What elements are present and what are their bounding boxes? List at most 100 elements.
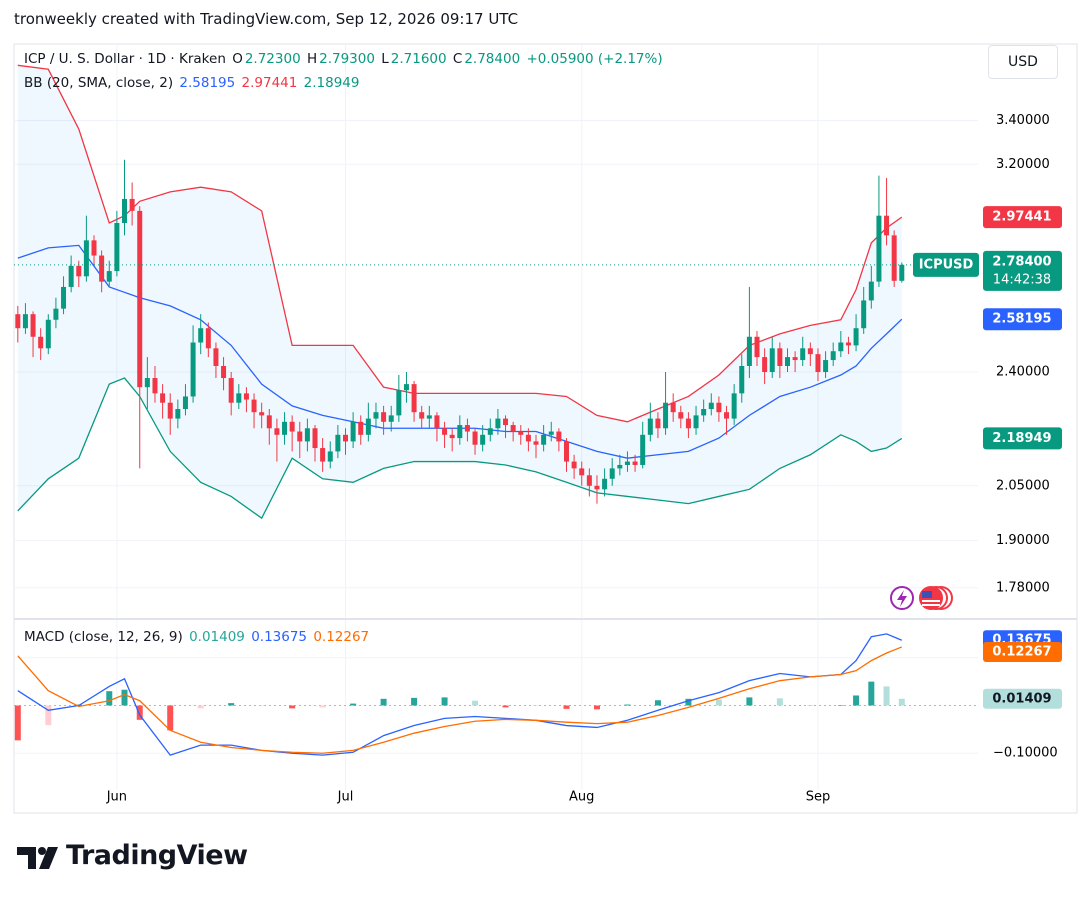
candle-body xyxy=(548,431,554,435)
x-tick-label: Jul xyxy=(337,790,354,805)
histogram-bar xyxy=(685,698,692,706)
candle-body xyxy=(602,478,608,490)
candle-body xyxy=(891,235,897,281)
candle-body xyxy=(640,434,646,465)
candle-body xyxy=(335,434,341,452)
histogram-bar xyxy=(868,681,875,706)
histogram-bar xyxy=(837,705,844,706)
flag-canton xyxy=(922,591,932,598)
candle-body xyxy=(563,441,569,462)
currency-button[interactable]: USD xyxy=(988,45,1058,79)
candle-body xyxy=(685,418,691,429)
histogram-bar xyxy=(411,697,418,706)
candle-body xyxy=(731,393,737,419)
candle-body xyxy=(236,393,242,403)
candle-body xyxy=(617,464,623,469)
bb-legend: BB (20, SMA, close, 2) 2.58195 2.97441 2… xyxy=(24,75,361,91)
candle-body xyxy=(22,314,28,329)
histogram-bar xyxy=(654,700,661,706)
histogram-bar xyxy=(258,705,265,706)
candle-body xyxy=(221,365,227,379)
candle-body xyxy=(815,354,821,372)
indicator-value: 0.13675 xyxy=(251,629,308,645)
candle-body xyxy=(678,412,684,419)
candle-body xyxy=(838,342,844,352)
candle-body xyxy=(320,448,326,462)
candle-body xyxy=(99,255,105,282)
candle-body xyxy=(594,485,600,490)
candle-body xyxy=(137,210,143,388)
indicator-value: 2.18949 xyxy=(303,75,360,91)
candle-body xyxy=(533,441,539,445)
histogram-bar xyxy=(167,705,174,731)
candle-body xyxy=(15,314,21,329)
candle-body xyxy=(274,428,280,435)
y-tick-label: −0.10000 xyxy=(993,746,1058,761)
candle-body xyxy=(792,357,798,361)
ohlc-key: C xyxy=(452,51,463,67)
candle-body xyxy=(777,348,783,366)
candle-body xyxy=(739,365,745,394)
ohlc-key: H xyxy=(306,51,318,67)
candle-body xyxy=(342,434,348,442)
candle-body xyxy=(45,319,51,349)
price-legend: ICP / U. S. Dollar · 1D · Kraken O 2.7230… xyxy=(24,51,665,67)
indicator-name[interactable]: MACD (close, 12, 26, 9) xyxy=(24,629,183,645)
candle-body xyxy=(769,348,775,372)
candle-body xyxy=(655,418,661,429)
candle-body xyxy=(510,425,516,432)
candle-body xyxy=(259,412,265,416)
histogram-bar xyxy=(563,705,570,709)
candle-body xyxy=(876,215,882,282)
candle-body xyxy=(297,431,303,442)
candle-body xyxy=(426,415,432,419)
histogram-bar xyxy=(197,705,204,709)
candle-body xyxy=(434,415,440,429)
logo-shape xyxy=(17,847,36,869)
y-tick-label: 2.05000 xyxy=(996,478,1050,493)
histogram-bar xyxy=(624,704,631,706)
bb-line xyxy=(17,64,903,423)
candle-body xyxy=(38,336,44,349)
candle-body xyxy=(373,412,379,419)
candle-body xyxy=(76,265,82,277)
histogram-bar xyxy=(746,697,753,706)
symbol-tag-box xyxy=(913,252,979,277)
candle-body xyxy=(556,431,562,442)
ohlc-key: O xyxy=(232,51,243,67)
indicator-value: 2.97441 xyxy=(241,75,298,91)
candle-body xyxy=(868,281,874,301)
candle-body xyxy=(106,271,112,282)
candle-body xyxy=(708,402,714,410)
histogram-bar xyxy=(228,703,235,706)
candle-body xyxy=(884,215,890,236)
histogram-bar xyxy=(593,705,600,710)
candle-body xyxy=(228,378,234,403)
candle-body xyxy=(724,412,730,419)
candle-body xyxy=(190,342,196,397)
candle-body xyxy=(91,240,97,256)
candle-body xyxy=(716,402,722,413)
candle-body xyxy=(61,286,67,309)
histogram-bar xyxy=(289,705,296,709)
indicator-name[interactable]: BB (20, SMA, close, 2) xyxy=(24,75,174,91)
x-tick-label: Jun xyxy=(106,790,127,805)
candle-body xyxy=(304,428,310,442)
macd-legend: MACD (close, 12, 26, 9) 0.01409 0.13675 … xyxy=(24,629,371,645)
histogram-bar xyxy=(883,686,890,706)
candle-body xyxy=(129,198,135,211)
candle-body xyxy=(327,451,333,462)
candle-body xyxy=(144,378,150,388)
candle-body xyxy=(807,348,813,355)
histogram-bar xyxy=(45,705,52,726)
candle-body xyxy=(198,328,204,343)
candle-body xyxy=(388,415,394,422)
candle-body xyxy=(647,418,653,435)
grid xyxy=(14,44,978,790)
histogram-bar xyxy=(472,700,479,706)
symbol-title[interactable]: ICP / U. S. Dollar · 1D · Kraken xyxy=(24,51,226,67)
candle-body xyxy=(571,461,577,469)
candle-body xyxy=(68,265,74,287)
candle-body xyxy=(701,409,707,416)
